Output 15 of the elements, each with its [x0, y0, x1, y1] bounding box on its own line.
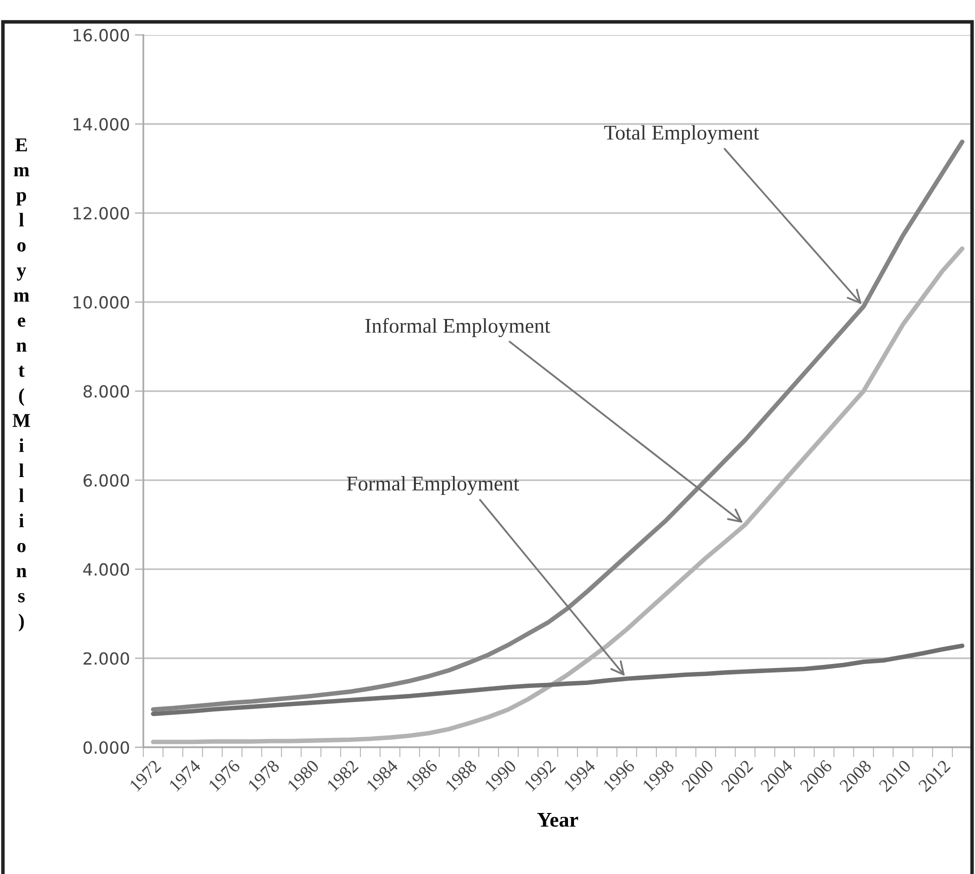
y-tick-label: 6.000 — [84, 474, 130, 487]
y-tick-label: 10.000 — [74, 296, 130, 309]
y-tick-label: 14.000 — [74, 118, 130, 131]
x-axis-title: Year — [537, 812, 578, 827]
y-tick-label: 4.000 — [83, 563, 130, 576]
y-tick-label: 2.000 — [84, 652, 130, 665]
annotation: Total Employment — [604, 125, 760, 144]
y-tick-label: 16.000 — [74, 28, 130, 42]
line-series — [150, 246, 964, 744]
y-tick-label: 12.000 — [74, 207, 130, 220]
y-tick-label: 0.000 — [84, 741, 130, 754]
annotation: Formal Employment — [346, 476, 520, 495]
y-tick-label: 8.000 — [84, 385, 130, 398]
text: Employment (Millions) — [12, 138, 30, 632]
annotation: Informal Employment — [365, 318, 550, 338]
